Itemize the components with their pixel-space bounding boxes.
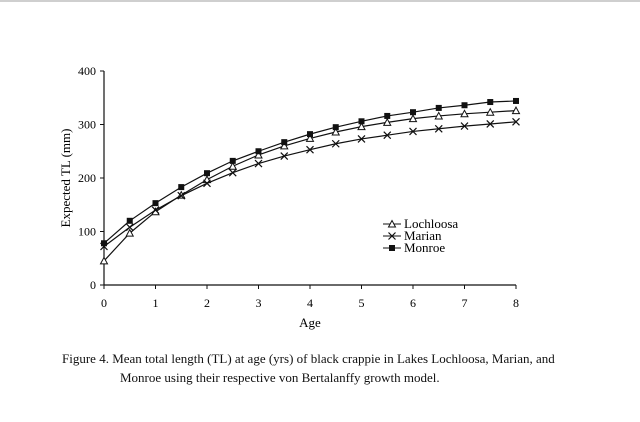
data-point-monroe <box>461 102 468 109</box>
x-tick-label: 1 <box>153 296 159 310</box>
figure-caption: Figure 4. Mean total length (TL) at age … <box>62 349 582 387</box>
data-point-lochloosa <box>125 228 135 237</box>
data-point-marian <box>486 120 495 128</box>
data-point-monroe <box>307 131 313 138</box>
data-point-marian <box>383 131 392 140</box>
data-point-lochloosa <box>511 106 521 115</box>
data-point-lochloosa <box>279 141 289 150</box>
y-tick-label: 400 <box>78 64 96 78</box>
data-point-monroe <box>101 240 107 247</box>
data-point-lochloosa <box>460 109 469 118</box>
data-point-marian <box>357 135 366 143</box>
data-point-marian <box>228 168 237 177</box>
legend-marker-lochloosa <box>387 219 397 228</box>
y-tick-label: 0 <box>90 278 96 292</box>
data-point-lochloosa <box>305 133 315 142</box>
x-tick-label: 2 <box>204 296 210 310</box>
legend-marker-monroe <box>389 245 395 251</box>
x-axis-label: Age <box>299 315 321 330</box>
data-point-marian <box>512 117 520 126</box>
x-tick-label: 6 <box>410 296 416 310</box>
data-point-monroe <box>126 217 133 224</box>
data-point-marian <box>409 127 417 136</box>
y-axis-label: Expected TL (mm) <box>58 129 73 228</box>
data-point-monroe <box>435 104 442 111</box>
data-point-marian <box>125 223 134 232</box>
caption-line-1: Figure 4. Mean total length (TL) at age … <box>62 351 555 366</box>
data-point-monroe <box>358 118 365 125</box>
data-point-marian <box>306 145 314 154</box>
y-tick-label: 300 <box>78 118 96 132</box>
x-tick-label: 3 <box>256 296 262 310</box>
data-point-monroe <box>152 200 159 207</box>
data-point-marian <box>331 139 340 148</box>
data-point-marian <box>460 122 469 131</box>
data-point-lochloosa <box>434 111 444 120</box>
data-point-marian <box>280 152 289 160</box>
data-point-monroe <box>229 157 236 164</box>
legend-marker-marian <box>388 232 396 240</box>
data-point-lochloosa <box>357 122 366 131</box>
data-point-monroe <box>178 184 185 191</box>
data-point-monroe <box>332 124 339 131</box>
data-point-lochloosa <box>485 107 495 116</box>
y-tick-label: 200 <box>78 171 96 185</box>
data-point-lochloosa <box>228 161 238 170</box>
scan-edge-line <box>0 0 640 2</box>
data-point-monroe <box>487 99 494 106</box>
data-point-monroe <box>204 170 210 177</box>
data-point-lochloosa <box>331 127 341 136</box>
x-tick-label: 8 <box>513 296 519 310</box>
data-point-monroe <box>410 109 416 116</box>
x-tick-label: 4 <box>307 296 313 310</box>
data-point-marian <box>434 124 443 133</box>
data-point-marian <box>177 191 186 200</box>
data-point-monroe <box>255 148 262 155</box>
data-point-lochloosa <box>382 117 392 126</box>
data-point-lochloosa <box>254 150 263 159</box>
data-point-monroe <box>281 139 288 146</box>
legend-label-monroe: Monroe <box>404 240 445 255</box>
caption-line-2: Monroe using their respective von Bertal… <box>120 370 440 385</box>
legend-label-lochloosa: Lochloosa <box>404 216 458 231</box>
y-tick-label: 100 <box>78 225 96 239</box>
data-point-monroe <box>384 112 391 119</box>
data-point-lochloosa <box>408 114 418 123</box>
x-tick-label: 5 <box>359 296 365 310</box>
legend-label-marian: Marian <box>404 228 442 243</box>
x-tick-label: 7 <box>462 296 468 310</box>
x-tick-label: 0 <box>101 296 107 310</box>
data-point-marian <box>151 206 160 215</box>
data-point-lochloosa <box>99 256 109 265</box>
data-point-monroe <box>513 97 519 104</box>
data-point-marian <box>203 179 211 188</box>
data-point-marian <box>254 159 263 168</box>
